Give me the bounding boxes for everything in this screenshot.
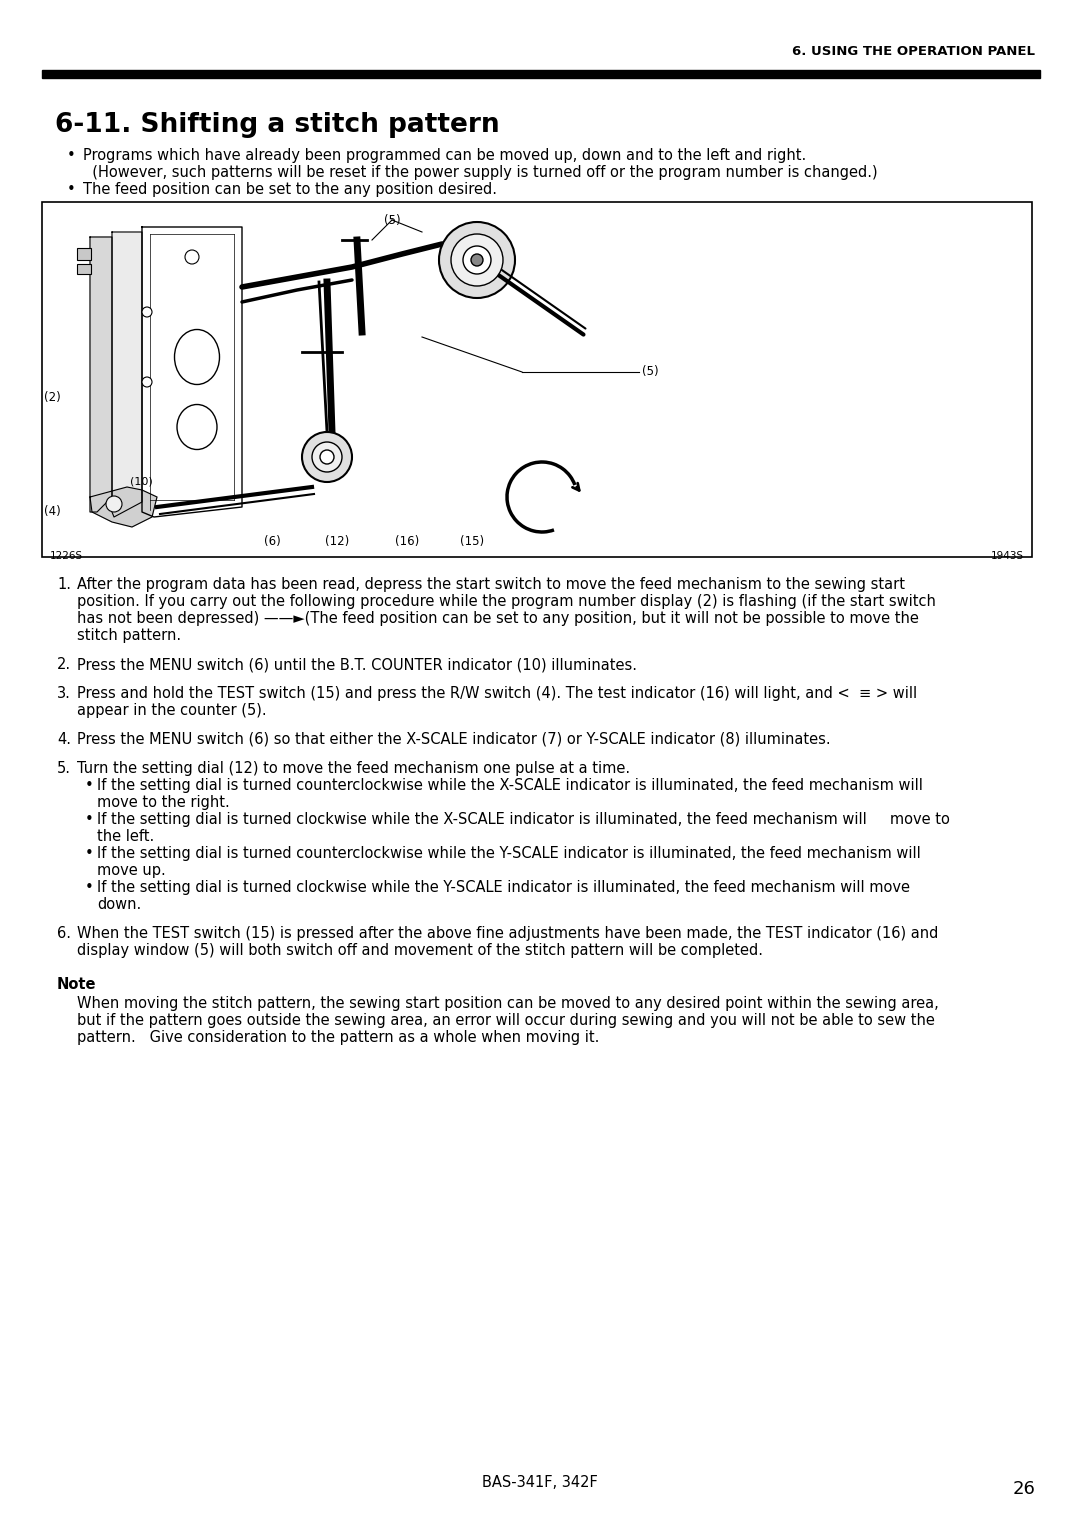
Circle shape [463,246,491,274]
Ellipse shape [177,405,217,449]
Text: 1226S: 1226S [50,552,83,561]
Text: position. If you carry out the following procedure while the program number disp: position. If you carry out the following… [77,594,936,610]
Text: (5): (5) [642,365,659,379]
Text: Note: Note [57,976,96,992]
Text: If the setting dial is turned counterclockwise while the Y-SCALE indicator is il: If the setting dial is turned counterclo… [97,847,921,860]
Text: Programs which have already been programmed can be moved up, down and to the lef: Programs which have already been program… [83,148,807,163]
Text: the left.: the left. [97,830,154,843]
Text: •: • [85,778,94,793]
Text: When moving the stitch pattern, the sewing start position can be moved to any de: When moving the stitch pattern, the sewi… [77,996,939,1012]
Text: (7): (7) [189,354,205,364]
Text: has not been depressed) ——►(The feed position can be set to any position, but it: has not been depressed) ——►(The feed pos… [77,611,919,626]
Bar [77,264,91,274]
Text: After the program data has been read, depress the start switch to move the feed : After the program data has been read, de… [77,578,905,591]
Text: •: • [85,847,94,860]
Polygon shape [90,487,157,527]
Text: When the TEST switch (15) is pressed after the above fine adjustments have been : When the TEST switch (15) is pressed aft… [77,926,939,941]
Text: (2): (2) [44,391,60,403]
Text: 5.: 5. [57,761,71,776]
Polygon shape [90,237,112,512]
Text: Turn the setting dial (12) to move the feed mechanism one pulse at a time.: Turn the setting dial (12) to move the f… [77,761,630,776]
Text: down.: down. [97,897,141,912]
Text: display window (5) will both switch off and movement of the stitch pattern will : display window (5) will both switch off … [77,943,762,958]
Circle shape [302,432,352,481]
Circle shape [106,497,122,512]
Text: 26: 26 [1012,1481,1035,1497]
Circle shape [471,254,483,266]
Text: Press the MENU switch (6) so that either the X-SCALE indicator (7) or Y-SCALE in: Press the MENU switch (6) so that either… [77,732,831,747]
Circle shape [451,234,503,286]
Text: (8): (8) [189,423,205,434]
Text: 1.: 1. [57,578,71,591]
Text: (5): (5) [383,214,401,228]
Text: 3.: 3. [57,686,71,701]
Polygon shape [112,232,141,516]
Text: •: • [85,811,94,827]
Circle shape [320,451,334,465]
Text: move to the right.: move to the right. [97,795,230,810]
Circle shape [141,377,152,387]
Bar [42,70,1040,78]
Ellipse shape [175,330,219,385]
Text: (However, such patterns will be reset if the power supply is turned off or the p: (However, such patterns will be reset if… [83,165,878,180]
Polygon shape [141,228,242,516]
Text: 6.: 6. [57,926,71,941]
Circle shape [312,442,342,472]
Text: (12): (12) [325,535,349,549]
Bar [42,202,1032,558]
Text: •: • [85,880,94,895]
Text: Press and hold the TEST switch (15) and press the R/W switch (4). The test indic: Press and hold the TEST switch (15) and … [77,686,917,701]
Text: If the setting dial is turned counterclockwise while the X-SCALE indicator is il: If the setting dial is turned counterclo… [97,778,923,793]
Text: 4.: 4. [57,732,71,747]
Text: •: • [67,182,76,197]
Text: BAS-341F, 342F: BAS-341F, 342F [482,1475,598,1490]
Text: (16): (16) [395,535,419,549]
Text: The feed position can be set to the any position desired.: The feed position can be set to the any … [83,182,497,197]
Text: (6): (6) [264,535,281,549]
Text: If the setting dial is turned clockwise while the Y-SCALE indicator is illuminat: If the setting dial is turned clockwise … [97,880,910,895]
Text: 1943S: 1943S [990,552,1024,561]
Text: (4): (4) [44,506,60,518]
Text: stitch pattern.: stitch pattern. [77,628,181,643]
Text: move up.: move up. [97,863,165,879]
Circle shape [438,222,515,298]
Text: Press the MENU switch (6) until the B.T. COUNTER indicator (10) illuminates.: Press the MENU switch (6) until the B.T.… [77,657,637,672]
Text: pattern.   Give consideration to the pattern as a whole when moving it.: pattern. Give consideration to the patte… [77,1030,599,1045]
Text: (10): (10) [130,477,152,487]
Text: appear in the counter (5).: appear in the counter (5). [77,703,267,718]
Circle shape [185,251,199,264]
Text: but if the pattern goes outside the sewing area, an error will occur during sewi: but if the pattern goes outside the sewi… [77,1013,935,1028]
Text: (15): (15) [460,535,484,549]
Text: 6. USING THE OPERATION PANEL: 6. USING THE OPERATION PANEL [792,44,1035,58]
Text: If the setting dial is turned clockwise while the X-SCALE indicator is illuminat: If the setting dial is turned clockwise … [97,811,950,827]
Text: 2.: 2. [57,657,71,672]
Circle shape [141,307,152,316]
Text: 6-11. Shifting a stitch pattern: 6-11. Shifting a stitch pattern [55,112,500,138]
Text: •: • [67,148,76,163]
Bar [77,248,91,260]
